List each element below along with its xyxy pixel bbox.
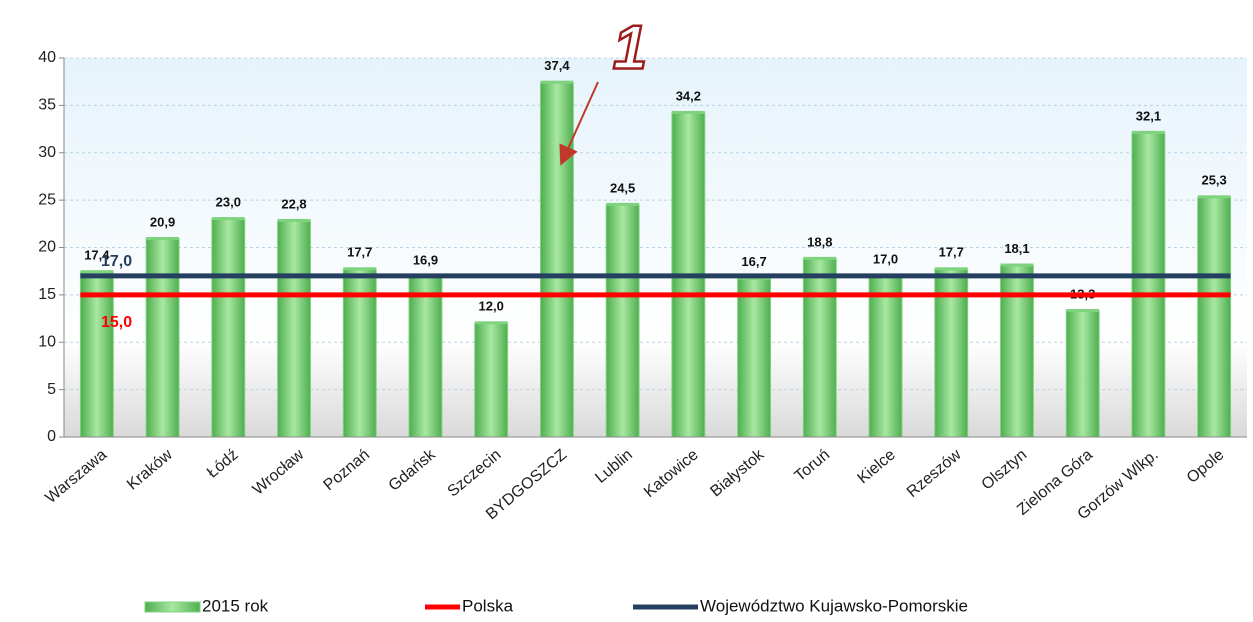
legend-label: 2015 rok xyxy=(202,596,269,615)
x-tick-label: Poznań xyxy=(321,446,374,494)
value-label: 18,1 xyxy=(1004,241,1029,256)
bar-top xyxy=(803,256,837,260)
value-label: 16,7 xyxy=(741,254,766,269)
bar xyxy=(1000,265,1034,438)
value-label: 18,8 xyxy=(807,234,832,249)
reference-label: 15,0 xyxy=(101,314,132,331)
value-label: 17,7 xyxy=(939,245,964,260)
value-label: 20,9 xyxy=(150,214,175,229)
bar-top xyxy=(671,110,705,114)
x-tick-label: Opole xyxy=(1184,446,1228,487)
legend-swatch xyxy=(144,601,201,613)
bar xyxy=(408,276,443,438)
reference-label: 17,0 xyxy=(101,253,132,270)
x-tick-label: Rzeszów xyxy=(904,446,965,501)
x-tick-label: Białystok xyxy=(707,446,768,501)
legend-label: Polska xyxy=(462,596,514,615)
bar-top xyxy=(277,218,311,222)
x-tick-label: Toruń xyxy=(791,446,833,485)
bar xyxy=(539,82,574,438)
y-tick-label: 35 xyxy=(38,97,56,114)
bar xyxy=(211,218,246,438)
bar-top xyxy=(211,217,245,221)
bar-top xyxy=(1197,195,1231,199)
bar xyxy=(868,275,903,438)
x-tick-label: Warszawa xyxy=(42,446,110,507)
value-label: 37,4 xyxy=(544,58,570,73)
x-tick-label: Wrocław xyxy=(250,446,308,499)
value-label: 24,5 xyxy=(610,180,635,195)
y-tick-label: 0 xyxy=(47,428,56,445)
bar xyxy=(605,204,640,438)
y-tick-label: 30 xyxy=(38,144,56,161)
value-label: 22,8 xyxy=(281,196,306,211)
value-label: 17,0 xyxy=(873,251,898,266)
x-tick-label: Kraków xyxy=(124,446,176,494)
x-tick-label: Szczecin xyxy=(444,446,504,500)
annotation: 1 xyxy=(613,13,647,82)
value-label: 32,1 xyxy=(1136,108,1161,123)
legend-label: Województwo Kujawsko-Pomorskie xyxy=(700,596,968,615)
x-tick-label: Lublin xyxy=(592,446,636,486)
bar-top xyxy=(1000,263,1034,267)
y-tick-label: 40 xyxy=(38,49,56,66)
y-tick-label: 10 xyxy=(38,333,56,350)
y-tick-label: 15 xyxy=(38,286,56,303)
x-tick-label: Łódź xyxy=(204,446,242,481)
y-tick-label: 5 xyxy=(47,381,56,398)
bar-top xyxy=(474,321,508,325)
x-tick-label: Katowice xyxy=(641,446,702,501)
x-tick-label: Gdańsk xyxy=(386,446,440,495)
value-label: 17,4 xyxy=(84,248,110,263)
bar xyxy=(474,322,509,438)
bar-top xyxy=(1131,130,1165,134)
bar-top xyxy=(1066,308,1100,312)
value-label: 23,0 xyxy=(216,195,241,210)
bar xyxy=(277,220,311,438)
bar xyxy=(1131,132,1166,438)
x-tick-label: Kielce xyxy=(855,446,899,487)
value-label: 25,3 xyxy=(1201,173,1226,188)
y-tick-label: 20 xyxy=(38,239,56,256)
bar xyxy=(737,278,772,438)
bar xyxy=(145,238,180,438)
bar xyxy=(1197,196,1232,438)
annotation-arrow xyxy=(559,81,599,166)
bar-top xyxy=(540,80,574,84)
value-label: 12,0 xyxy=(479,299,504,314)
value-label: 16,9 xyxy=(413,252,438,267)
bar xyxy=(1065,310,1100,438)
bar xyxy=(802,258,837,438)
bar-top xyxy=(606,202,640,206)
bar-top xyxy=(146,236,180,240)
bar-top xyxy=(343,267,377,271)
y-tick-label: 25 xyxy=(38,191,56,208)
value-label: 34,2 xyxy=(676,88,701,103)
bar-top xyxy=(934,267,968,271)
legend: 2015 rok Polska Województwo Kujawsko-Pomor… xyxy=(144,596,968,615)
x-tick-label: Olsztyn xyxy=(978,446,1030,493)
value-label: 17,7 xyxy=(347,245,372,260)
bar-top xyxy=(80,270,114,274)
